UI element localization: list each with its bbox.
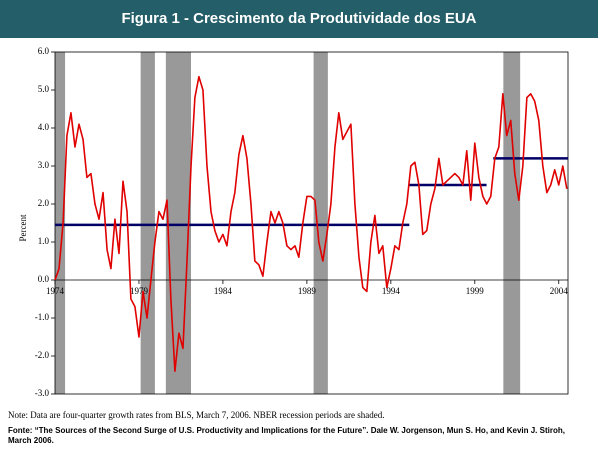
x-tick-label: 1984 [214,286,233,296]
y-tick-label: 4.0 [38,122,50,132]
chart: Percent 6.0 5.0 4.0 3.0 2.0 1.0 0.0 -1.0 -2.0 -3.… [18,46,569,398]
x-tick-label: 2004 [550,286,569,296]
y-tick-label: 6.0 [38,46,50,56]
y-tick-label: -2.0 [35,350,50,360]
y-tick-label: 3.0 [38,160,50,170]
series-line [54,75,568,372]
y-tick-label: -3.0 [35,388,50,398]
x-tick-label: 1989 [298,286,317,296]
y-tick-label: 1.0 [38,236,50,246]
recession-band [503,52,521,394]
x-tick-label: 1979 [130,286,149,296]
y-tick-label: -1.0 [35,312,50,322]
note: Note: Data are four-quarter growth rates… [8,410,385,420]
x-tick-label: 1974 [46,286,65,296]
header: Figura 1 - Crescimento da Produtividade … [0,0,598,38]
recession-band [140,52,155,394]
plot-frame [54,51,569,395]
x-tick-label: 1999 [466,286,485,296]
y-axis-label: Percent [18,214,28,241]
x-tick-label: 1994 [382,286,401,296]
recession-band [55,52,66,394]
source: Fonte: “The Sources of the Second Surge … [8,426,565,445]
recession-band [313,52,328,394]
y-tick-label: 0.0 [38,274,50,284]
y-tick-label: 5.0 [38,84,50,94]
y-tick-label: 2.0 [38,198,50,208]
